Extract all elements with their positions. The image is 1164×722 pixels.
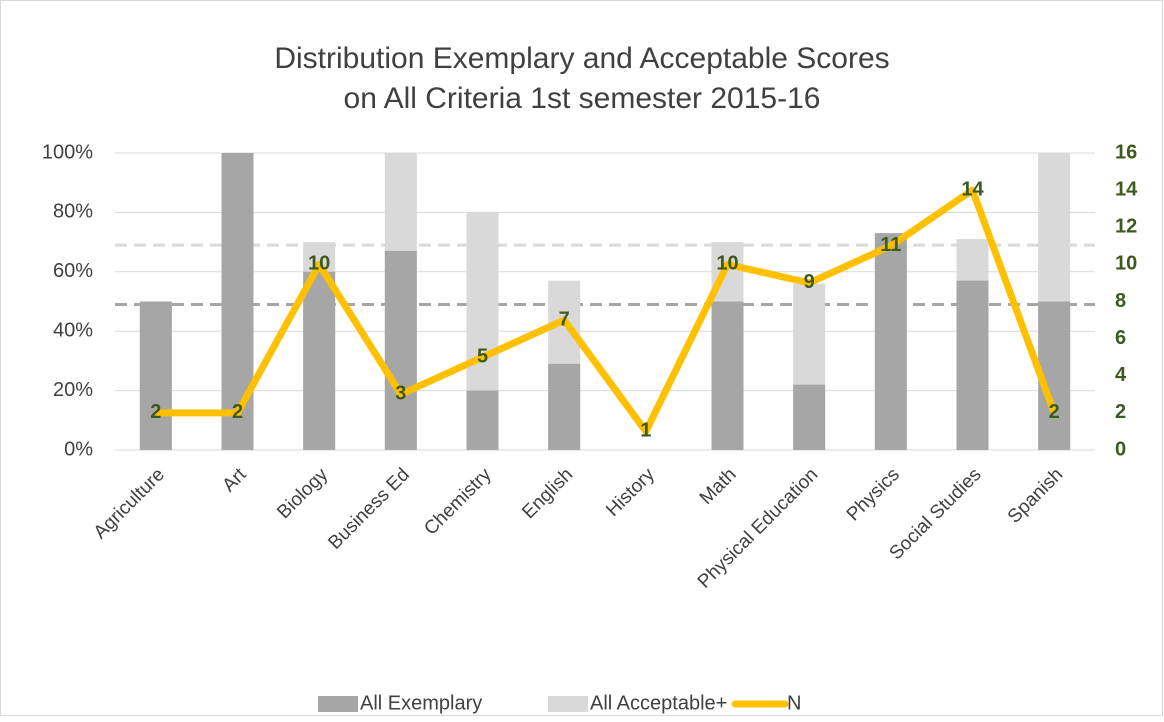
y-tick-label: 60% xyxy=(53,260,93,282)
data-label: 11 xyxy=(880,234,901,256)
line xyxy=(155,186,1058,435)
legend-swatch xyxy=(318,696,358,712)
bar xyxy=(466,390,499,450)
data-label: 2 xyxy=(232,401,243,423)
bar xyxy=(303,271,336,450)
bar xyxy=(548,363,581,450)
y-tick-label: 0% xyxy=(64,438,93,460)
chart-title: on All Criteria 1st semester 2015-16 xyxy=(344,82,821,115)
bar xyxy=(874,233,907,450)
legend-label: All Exemplary xyxy=(360,692,482,714)
y2-tick-label: 0 xyxy=(1115,438,1126,460)
data-label: 3 xyxy=(395,383,406,405)
chart-title: Distribution Exemplary and Acceptable Sc… xyxy=(274,42,889,75)
data-label: 9 xyxy=(804,271,815,293)
y2-tick-label: 6 xyxy=(1115,327,1126,349)
y2-tick-label: 12 xyxy=(1115,216,1137,238)
y-tick-label: 20% xyxy=(53,379,93,401)
data-label: 1 xyxy=(640,420,651,442)
y2-tick-label: 16 xyxy=(1115,141,1137,163)
legend-label: All Acceptable+ xyxy=(590,692,727,714)
data-label: 5 xyxy=(477,345,488,367)
data-label: 10 xyxy=(716,253,738,275)
data-label: 2 xyxy=(150,401,161,423)
bar xyxy=(956,280,989,450)
y2-tick-label: 4 xyxy=(1115,364,1127,386)
legend-swatch xyxy=(548,696,588,712)
y2-tick-label: 8 xyxy=(1115,290,1126,312)
y2-tick-label: 2 xyxy=(1115,401,1126,423)
bar xyxy=(139,301,172,450)
data-label: 10 xyxy=(308,253,330,275)
y2-tick-label: 14 xyxy=(1115,178,1138,200)
data-label: 14 xyxy=(961,178,984,200)
bar xyxy=(793,384,826,450)
bar xyxy=(711,301,744,450)
bar xyxy=(384,251,417,450)
y2-tick-label: 10 xyxy=(1115,253,1137,275)
y-tick-label: 100% xyxy=(42,141,93,163)
legend-label: N xyxy=(787,692,801,714)
y-tick-label: 40% xyxy=(53,319,93,341)
data-label: 2 xyxy=(1049,401,1060,423)
y-tick-label: 80% xyxy=(53,201,93,223)
data-label: 7 xyxy=(559,308,570,330)
